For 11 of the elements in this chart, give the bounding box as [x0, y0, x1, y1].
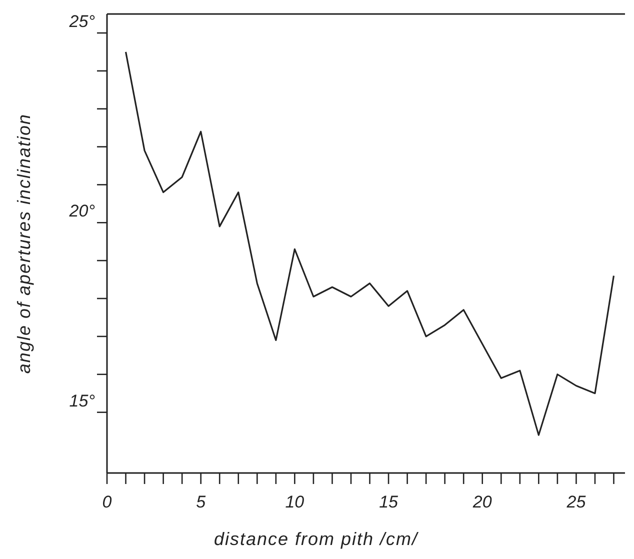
x-axis-title: distance from pith /cm/: [214, 529, 420, 549]
x-tick-label: 10: [285, 492, 305, 512]
y-axis-title: angle of apertures inclination: [14, 113, 34, 374]
y-tick-label: 20°: [68, 202, 96, 221]
x-tick-label: 20: [472, 492, 492, 512]
x-tick-label: 15: [379, 492, 399, 512]
x-tick-label: 0: [102, 492, 112, 512]
x-tick-label: 5: [196, 492, 206, 512]
y-tick-label: 15°: [69, 391, 96, 410]
y-tick-label: 25°: [68, 12, 96, 31]
x-tick-label: 25: [566, 492, 586, 512]
